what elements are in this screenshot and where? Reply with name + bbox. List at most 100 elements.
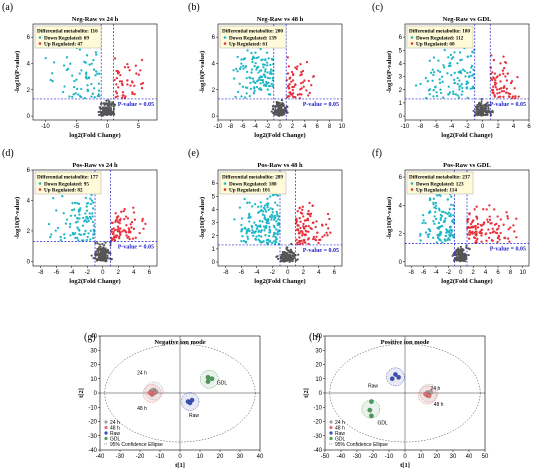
point-up-regulated <box>295 220 298 223</box>
point-down-regulated <box>432 70 436 74</box>
point-up-regulated <box>494 82 498 85</box>
point-up-regulated <box>128 237 131 241</box>
point-up-regulated <box>305 230 308 233</box>
point-not-significant <box>295 259 298 262</box>
panel-letter: (c) <box>372 2 383 13</box>
point-down-regulated <box>471 50 474 53</box>
y-tick-label: 6 <box>212 35 216 41</box>
point-down-regulated <box>275 210 278 214</box>
point-down-regulated <box>262 225 266 228</box>
x-tick-label: -6 <box>421 270 427 276</box>
plot-title: Pos-Raw vs 24 h <box>72 162 118 169</box>
point-down-regulated <box>434 207 438 210</box>
point-up-regulated <box>302 225 305 228</box>
confidence-ellipse <box>329 343 481 443</box>
point-down-regulated <box>458 51 462 54</box>
point-up-regulated <box>482 223 485 226</box>
point-down-regulated <box>71 95 74 99</box>
point-down-regulated <box>270 218 273 221</box>
point-down-regulated <box>250 51 253 55</box>
point-not-significant <box>278 101 281 105</box>
point-up-regulated <box>307 212 310 216</box>
pca-plot-7: (h) Positive ion mode-50 -40 -30 -20 -10 0 10 20… <box>303 332 489 469</box>
point-up-regulated <box>503 85 506 88</box>
legend-label-down: Down Regulated: 188 <box>229 182 277 188</box>
point-down-regulated <box>77 210 81 213</box>
point-down-regulated <box>424 221 427 225</box>
legend-label: GDL <box>110 436 121 442</box>
point-up-regulated <box>291 85 294 89</box>
point-down-regulated <box>424 76 428 80</box>
point-down-regulated <box>259 209 263 213</box>
y-axis-label: -log10(P-value) <box>386 197 393 239</box>
point-down-regulated <box>89 217 93 220</box>
legend-label-up: Up Regulated: 82 <box>44 188 83 194</box>
p-value-label: P-value = 0.05 <box>490 102 526 108</box>
point-up-regulated <box>308 91 311 95</box>
point-down-regulated <box>462 68 465 71</box>
point-up-regulated <box>515 236 518 239</box>
point-down-regulated <box>421 221 424 225</box>
legend-label-up: Up Regulated: 68 <box>416 42 455 48</box>
point-down-regulated <box>277 242 281 246</box>
point-not-significant <box>112 108 116 111</box>
point-not-significant <box>99 247 102 250</box>
group-h48: 48 h <box>137 384 162 412</box>
point-down-regulated <box>439 216 442 220</box>
point-up-regulated <box>121 83 124 87</box>
point-down-regulated <box>90 95 93 98</box>
point-down-regulated <box>248 220 251 223</box>
point-down-regulated <box>438 70 442 74</box>
point-not-significant <box>478 113 481 116</box>
point-down-regulated <box>270 68 273 71</box>
point-up-regulated <box>467 217 470 221</box>
point-down-regulated <box>268 231 272 234</box>
point-down-regulated <box>251 77 255 80</box>
point-down-regulated <box>243 226 247 230</box>
point-up-regulated <box>299 82 303 85</box>
point-up-regulated <box>487 228 490 231</box>
x-tick-label: 20 <box>434 454 441 460</box>
point-down-regulated <box>252 56 255 59</box>
point-not-significant <box>286 249 290 252</box>
x-tick-label: 0 <box>101 270 105 276</box>
x-tick-label: -10 <box>385 454 394 460</box>
legend-marker-up <box>223 188 227 191</box>
x-tick-label: -10 <box>401 124 410 130</box>
point-not-significant <box>463 259 467 263</box>
point-up-regulated <box>144 222 147 226</box>
group-label: Raw <box>189 413 199 419</box>
point-not-significant <box>281 109 284 112</box>
point-down-regulated <box>451 90 455 93</box>
point-not-significant <box>286 111 289 114</box>
point-down-regulated <box>269 63 272 66</box>
point-not-significant <box>291 260 294 263</box>
point-down-regulated <box>248 216 251 219</box>
point-down-regulated <box>235 67 238 71</box>
point-down-regulated <box>74 232 77 235</box>
point-down-regulated <box>49 78 52 82</box>
x-tick-label: -4 <box>69 270 75 276</box>
point-up-regulated <box>295 238 298 241</box>
point-not-significant <box>461 247 464 251</box>
volcano-plot-3: (d) Pos-Raw vs 24 h -8 -6 -4 -2 0 2 4 6 0 2 4 6 log2(F… <box>2 148 158 285</box>
point-up-regulated <box>296 224 300 227</box>
x-tick-label: -30 <box>116 454 125 460</box>
point-down-regulated <box>85 209 89 212</box>
point-up-regulated <box>474 233 477 237</box>
point-up-regulated <box>286 56 289 59</box>
point-up-regulated <box>493 93 496 97</box>
point-up-regulated <box>303 219 307 222</box>
point-down-regulated <box>262 66 265 69</box>
point-up-regulated <box>299 88 302 91</box>
point-not-significant <box>480 98 483 101</box>
point-down-regulated <box>457 96 461 99</box>
point-up-regulated <box>300 93 303 96</box>
point-not-significant <box>99 110 102 113</box>
point-up-regulated <box>115 234 118 238</box>
point-down-regulated <box>264 210 268 213</box>
point-down-regulated <box>456 76 459 80</box>
point-down-regulated <box>248 95 251 98</box>
point-down-regulated <box>82 216 85 220</box>
